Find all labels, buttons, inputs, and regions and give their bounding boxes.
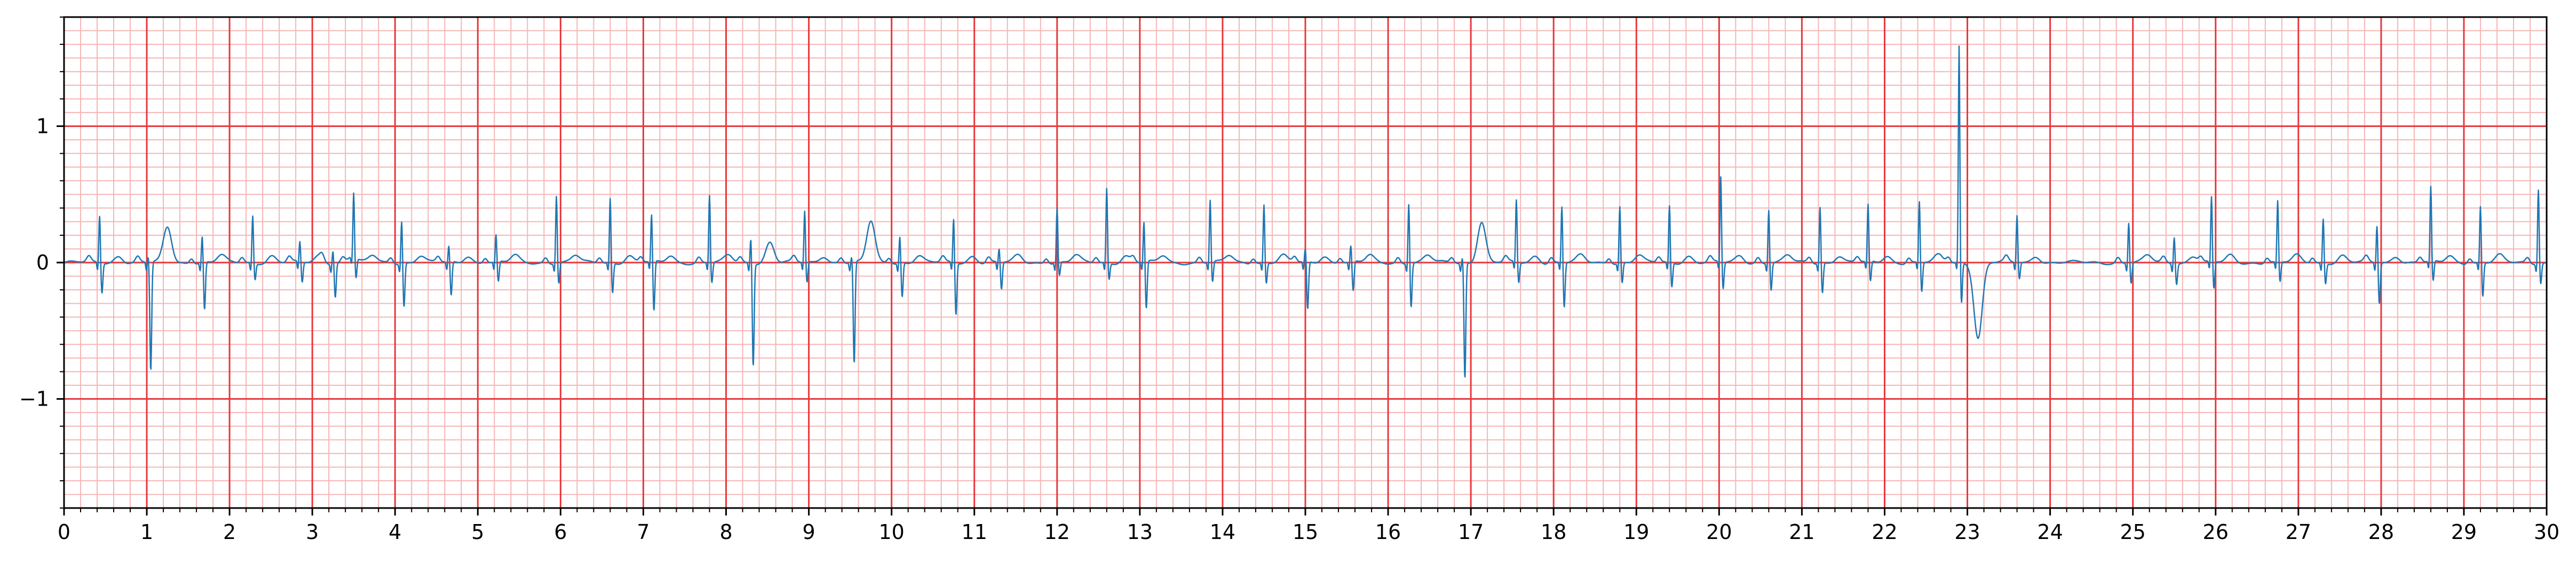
x-tick-label: 22 xyxy=(1872,520,1897,544)
x-tick-label: 15 xyxy=(1293,520,1318,544)
y-axis-ticks: −1 0 1 xyxy=(19,17,64,509)
x-tick-label: 7 xyxy=(637,520,649,544)
x-tick-label: 28 xyxy=(2368,520,2394,544)
x-tick-label: 5 xyxy=(471,520,484,544)
x-tick-label: 4 xyxy=(389,520,401,544)
x-tick-label: 21 xyxy=(1789,520,1814,544)
x-tick-label: 9 xyxy=(803,520,815,544)
y-tick-label: −1 xyxy=(19,387,49,411)
x-tick-label: 17 xyxy=(1458,520,1484,544)
x-tick-label: 26 xyxy=(2203,520,2229,544)
x-axis-ticks: 0 1 2 3 4 5 6 7 8 9 10 11 12 13 14 15 16 17 18 19 20 21 22 23 24… xyxy=(58,508,2559,544)
x-tick-label: 0 xyxy=(58,520,70,544)
y-tick-label: 0 xyxy=(36,251,49,274)
ecg-trace xyxy=(64,45,2547,378)
x-tick-label: 19 xyxy=(1623,520,1649,544)
x-tick-label: 13 xyxy=(1127,520,1153,544)
x-tick-label: 20 xyxy=(1706,520,1732,544)
major-grid xyxy=(63,17,2548,508)
x-tick-label: 24 xyxy=(2037,520,2063,544)
x-tick-label: 11 xyxy=(962,520,987,544)
x-tick-label: 27 xyxy=(2286,520,2311,544)
x-tick-label: 30 xyxy=(2534,520,2559,544)
x-tick-label: 10 xyxy=(878,520,904,544)
y-tick-label: 1 xyxy=(36,114,49,138)
x-tick-label: 14 xyxy=(1210,520,1235,544)
x-tick-label: 2 xyxy=(223,520,236,544)
ecg-series-line xyxy=(64,45,2547,378)
x-tick-label: 16 xyxy=(1375,520,1401,544)
x-tick-label: 25 xyxy=(2120,520,2145,544)
x-tick-label: 12 xyxy=(1044,520,1070,544)
x-tick-label: 6 xyxy=(554,520,567,544)
x-tick-label: 1 xyxy=(140,520,153,544)
x-tick-label: 8 xyxy=(719,520,732,544)
x-tick-label: 3 xyxy=(306,520,319,544)
x-tick-label: 29 xyxy=(2451,520,2477,544)
x-tick-label: 23 xyxy=(1954,520,1980,544)
x-tick-label: 18 xyxy=(1541,520,1566,544)
